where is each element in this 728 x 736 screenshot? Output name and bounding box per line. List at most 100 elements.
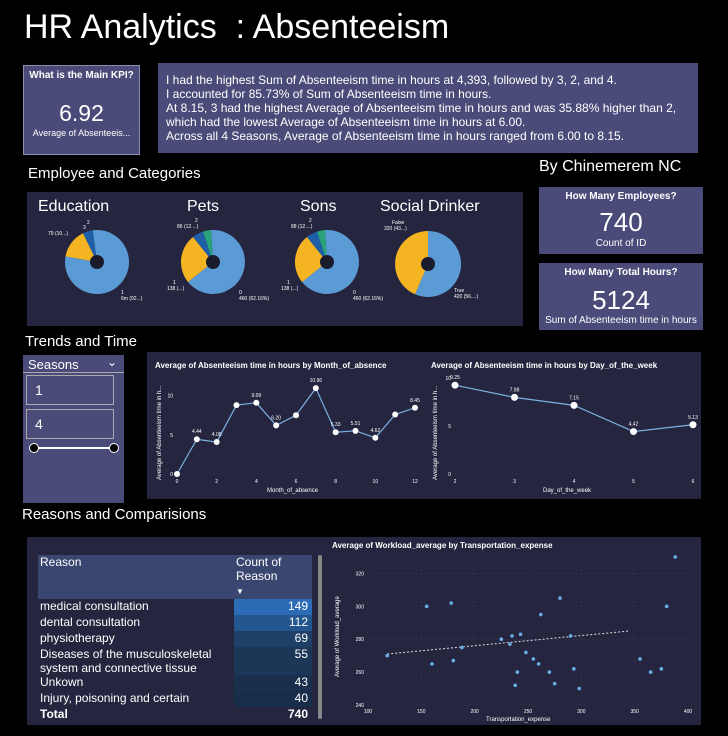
pie-sons[interactable]: 2 88 (12....) 1 138 (...) 0 460 (62.16%) bbox=[281, 218, 383, 302]
scatter-point[interactable] bbox=[572, 667, 576, 671]
data-point[interactable] bbox=[253, 399, 260, 406]
kpi-label: Average of Absenteeis... bbox=[32, 128, 131, 138]
table-row[interactable]: Injury, poisoning and certain 40 bbox=[38, 691, 312, 707]
reason-cell: medical consultation bbox=[40, 599, 149, 613]
pie-slice[interactable] bbox=[180, 237, 213, 282]
table-scrollbar[interactable] bbox=[318, 555, 322, 719]
pie-pets[interactable]: 2 86 (12....) 1 138 (...) 0 460 (62.16%) bbox=[167, 218, 269, 302]
scatter-point[interactable] bbox=[424, 604, 429, 609]
pie-slice[interactable] bbox=[83, 230, 97, 262]
data-label: 5.33 bbox=[331, 422, 341, 428]
slicer-input-start[interactable]: 1 bbox=[26, 375, 114, 405]
slider-handle-start[interactable] bbox=[29, 443, 39, 453]
scatter-point[interactable] bbox=[577, 686, 581, 691]
y-axis-label: Average of Workload_average bbox=[335, 596, 341, 677]
data-point[interactable] bbox=[293, 412, 299, 419]
author-credit: By Chinemerem NC bbox=[539, 158, 682, 175]
data-point[interactable] bbox=[511, 393, 518, 401]
data-point[interactable] bbox=[412, 404, 418, 411]
scatter-point[interactable] bbox=[449, 601, 453, 605]
slicer-title: Seasons bbox=[28, 357, 79, 372]
data-point[interactable] bbox=[233, 402, 240, 409]
scatter-point[interactable] bbox=[536, 662, 541, 666]
data-point[interactable] bbox=[174, 471, 180, 477]
data-point[interactable] bbox=[273, 422, 280, 429]
y-tick-label: 10 bbox=[167, 394, 173, 400]
main-kpi-card[interactable]: What is the Main KPI? 6.92 Average of Ab… bbox=[23, 65, 140, 155]
data-point[interactable] bbox=[392, 411, 399, 418]
scatter-point[interactable] bbox=[558, 596, 562, 600]
scatter-point[interactable] bbox=[552, 681, 557, 686]
pie-slice[interactable] bbox=[395, 231, 428, 295]
data-point[interactable] bbox=[451, 381, 459, 389]
table-row[interactable]: Diseases of the musculoskeletal system a… bbox=[38, 647, 312, 675]
pie-slice[interactable] bbox=[307, 231, 327, 262]
pie-slice[interactable] bbox=[294, 237, 327, 282]
table-row[interactable]: dental consultation 112 bbox=[38, 615, 312, 631]
data-point[interactable] bbox=[352, 427, 359, 434]
x-tick-label: 150 bbox=[417, 709, 426, 715]
data-label: 4.08 bbox=[212, 432, 222, 438]
scatter-point[interactable] bbox=[568, 634, 573, 638]
pie-slice[interactable] bbox=[203, 230, 213, 262]
slider-track[interactable] bbox=[33, 447, 115, 449]
data-point[interactable] bbox=[312, 385, 319, 392]
scatter-point[interactable] bbox=[659, 667, 664, 671]
y-tick-label: 240 bbox=[356, 703, 365, 709]
slicer-input-end[interactable]: 4 bbox=[26, 409, 114, 439]
pie-education[interactable]: 1 6m (92...) 79 (10...) 2 3 bbox=[48, 220, 143, 302]
data-label: 6.20 bbox=[271, 415, 281, 421]
column-header-reason[interactable]: Reason bbox=[40, 555, 82, 569]
table-row[interactable]: physiotherapy 69 bbox=[38, 631, 312, 647]
data-point[interactable] bbox=[213, 439, 220, 446]
scatter-point[interactable] bbox=[524, 650, 528, 655]
employees-kpi-card[interactable]: How Many Employees? 740 Count of ID bbox=[539, 187, 703, 254]
scatter-point[interactable] bbox=[547, 670, 552, 674]
slider-handle-end[interactable] bbox=[109, 443, 119, 453]
pie-charts-panel: Education Pets Sons Social Drinker 1 6m … bbox=[27, 192, 523, 326]
scatter-point[interactable] bbox=[638, 657, 642, 661]
scatter-point[interactable] bbox=[515, 670, 520, 674]
data-point[interactable] bbox=[689, 421, 697, 429]
pie-social-drinker[interactable]: False 320 (43...) True 420 (56....) bbox=[384, 220, 479, 300]
chevron-down-icon[interactable]: ⌄ bbox=[107, 355, 118, 369]
x-axis-label: Day_of_the_week bbox=[543, 488, 592, 494]
data-point[interactable] bbox=[193, 436, 200, 443]
scatter-point[interactable] bbox=[451, 658, 456, 663]
scatter-point[interactable] bbox=[508, 642, 512, 646]
scatter-point[interactable] bbox=[385, 653, 389, 658]
data-point[interactable] bbox=[570, 401, 578, 409]
scatter-point[interactable] bbox=[531, 657, 536, 661]
scatter-point[interactable] bbox=[648, 670, 653, 674]
pie-slice[interactable] bbox=[415, 230, 462, 297]
pie-hole bbox=[320, 255, 334, 269]
scatter-point[interactable] bbox=[664, 604, 669, 609]
y-tick-label: 260 bbox=[356, 670, 365, 676]
scatter-point[interactable] bbox=[430, 662, 434, 666]
data-point[interactable] bbox=[332, 429, 339, 436]
pie-label: 2 bbox=[309, 218, 312, 224]
hours-kpi-card[interactable]: How Many Total Hours? 5124 Sum of Absent… bbox=[539, 263, 703, 330]
column-header-count[interactable]: Count of Reason ▼ bbox=[234, 555, 312, 599]
pie-slice[interactable] bbox=[65, 233, 98, 262]
x-tick-label: 2 bbox=[454, 479, 457, 485]
scatter-point[interactable] bbox=[673, 555, 677, 559]
table-row[interactable]: Unkown 43 bbox=[38, 675, 312, 691]
table-row[interactable]: medical consultation 149 bbox=[38, 599, 312, 615]
pie-slice[interactable] bbox=[193, 231, 213, 262]
pie-slice[interactable] bbox=[317, 230, 327, 262]
kpi-value: 740 bbox=[599, 207, 643, 237]
pie-label: 1 bbox=[287, 280, 290, 286]
data-label: 9.25 bbox=[450, 375, 460, 381]
scatter-point[interactable] bbox=[510, 634, 514, 638]
scatter-point[interactable] bbox=[539, 612, 543, 617]
scatter-point[interactable] bbox=[518, 632, 523, 637]
x-tick-label: 400 bbox=[684, 709, 693, 715]
x-tick-label: 250 bbox=[524, 709, 533, 715]
scatter-point[interactable] bbox=[513, 683, 517, 688]
data-point[interactable] bbox=[630, 428, 637, 436]
data-point[interactable] bbox=[372, 434, 379, 441]
pie-title-education: Education bbox=[38, 198, 110, 215]
scatter-point[interactable] bbox=[460, 645, 464, 650]
scatter-point[interactable] bbox=[499, 637, 504, 642]
